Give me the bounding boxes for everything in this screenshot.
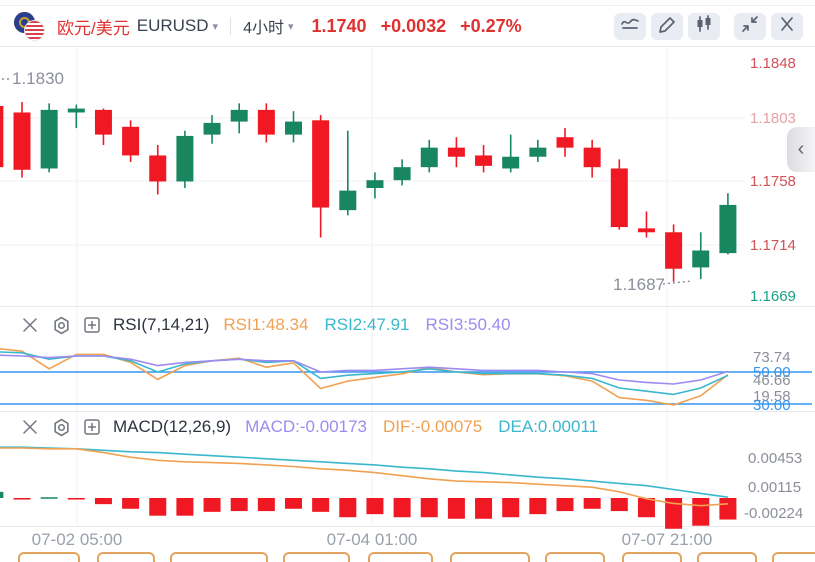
rsi-scale-mid: 46.66 bbox=[753, 372, 791, 389]
price-axis-label: 1.1758 bbox=[750, 173, 796, 190]
quick-action-button[interactable] bbox=[697, 552, 757, 562]
time-axis-label: 07-07 21:00 bbox=[621, 530, 713, 549]
rsi-scale-min: 19.58 bbox=[753, 388, 791, 405]
rsi-settings-icon[interactable] bbox=[51, 315, 71, 335]
rsi2-readout: RSI2:47.91 bbox=[324, 315, 410, 334]
time-axis-label: 07-04 01:00 bbox=[326, 530, 418, 549]
pair-flag-icon bbox=[14, 11, 50, 41]
price-change: +0.0032 bbox=[380, 15, 447, 36]
dif-readout: DIF:-0.00075 bbox=[383, 417, 483, 436]
quick-action-button[interactable] bbox=[545, 552, 605, 562]
pair-name-cn: 欧元/美元 bbox=[57, 18, 130, 38]
macd-close-icon[interactable] bbox=[20, 417, 40, 437]
candlestick-button[interactable] bbox=[688, 12, 720, 40]
collapse-button[interactable] bbox=[734, 12, 766, 40]
line-chart-button[interactable] bbox=[614, 12, 646, 40]
chart-toolbar bbox=[614, 12, 815, 40]
header-divider bbox=[230, 17, 232, 35]
quick-action-button[interactable] bbox=[170, 552, 268, 562]
quick-action-button[interactable] bbox=[450, 552, 530, 562]
dea-readout: DEA:0.00011 bbox=[498, 417, 599, 436]
time-axis-label: 07-02 05:00 bbox=[31, 530, 123, 549]
chevron-left-icon: ‹ bbox=[797, 138, 805, 160]
price-axis-label: 1.1714 bbox=[750, 237, 796, 254]
pair-selector[interactable]: EURUSD bbox=[136, 16, 209, 35]
macd-title: MACD(12,26,9) bbox=[113, 417, 232, 436]
close-icon bbox=[777, 15, 797, 38]
macd-scale-mid: 0.00115 bbox=[748, 479, 802, 496]
us-flag-icon bbox=[24, 20, 45, 41]
collapse-arrows-icon bbox=[740, 15, 760, 38]
price-axis-label: 1.1803 bbox=[750, 110, 796, 127]
quick-action-button[interactable] bbox=[18, 552, 80, 562]
quick-action-button[interactable] bbox=[283, 552, 350, 562]
rsi3-readout: RSI3:50.40 bbox=[425, 315, 511, 334]
timeframe-selector[interactable]: 4小时 bbox=[243, 20, 284, 37]
rsi-guide-low-label: 30.00 bbox=[753, 397, 791, 414]
rsi-add-icon[interactable] bbox=[82, 315, 102, 335]
price-axis-label: 1.1669 bbox=[750, 288, 796, 305]
low-price-label: 1.1687 bbox=[613, 275, 665, 294]
macd-scale-min: -0.00224 bbox=[744, 505, 804, 522]
rsi-close-icon[interactable] bbox=[20, 315, 40, 335]
pencil-icon bbox=[657, 15, 677, 38]
price-axis-label: 1.1848 bbox=[750, 55, 796, 72]
quick-action-button[interactable] bbox=[622, 552, 682, 562]
quick-action-button[interactable] bbox=[772, 552, 815, 562]
line-chart-icon bbox=[620, 15, 640, 38]
rsi-scale-max: 73.74 bbox=[753, 349, 791, 366]
price-change-percent: +0.27% bbox=[460, 15, 522, 36]
macd-pane-header: MACD(12,26,9) MACD:-0.00173 DIF:-0.00075… bbox=[0, 414, 614, 440]
quick-action-button[interactable] bbox=[97, 552, 155, 562]
macd-scale-max: 0.00453 bbox=[748, 450, 803, 467]
rsi1-readout: RSI1:48.34 bbox=[223, 315, 309, 334]
draw-button[interactable] bbox=[651, 12, 683, 40]
macd-add-icon[interactable] bbox=[82, 417, 102, 437]
rsi-title: RSI(7,14,21) bbox=[113, 315, 210, 334]
chevron-down-icon[interactable]: ▾ bbox=[212, 20, 219, 33]
rsi-pane-header: RSI(7,14,21) RSI1:48.34 RSI2:47.91 RSI3:… bbox=[0, 311, 527, 339]
chevron-down-icon[interactable]: ▾ bbox=[287, 20, 294, 33]
macd-settings-icon[interactable] bbox=[51, 417, 71, 437]
macd-readout: MACD:-0.00173 bbox=[245, 417, 367, 436]
candlestick-icon bbox=[694, 14, 714, 38]
rsi-guide-high-label: 50.00 bbox=[753, 364, 791, 381]
last-price: 1.1740 bbox=[311, 15, 367, 36]
close-button[interactable] bbox=[771, 12, 803, 40]
chart-header: 欧元/美元 EURUSD ▾ 4小时 ▾ 1.1740 +0.0032 +0.2… bbox=[0, 5, 815, 47]
quick-action-button[interactable] bbox=[368, 552, 433, 562]
high-price-label: 1.1830 bbox=[12, 69, 64, 88]
panel-expand-handle[interactable]: ‹ bbox=[787, 127, 815, 172]
